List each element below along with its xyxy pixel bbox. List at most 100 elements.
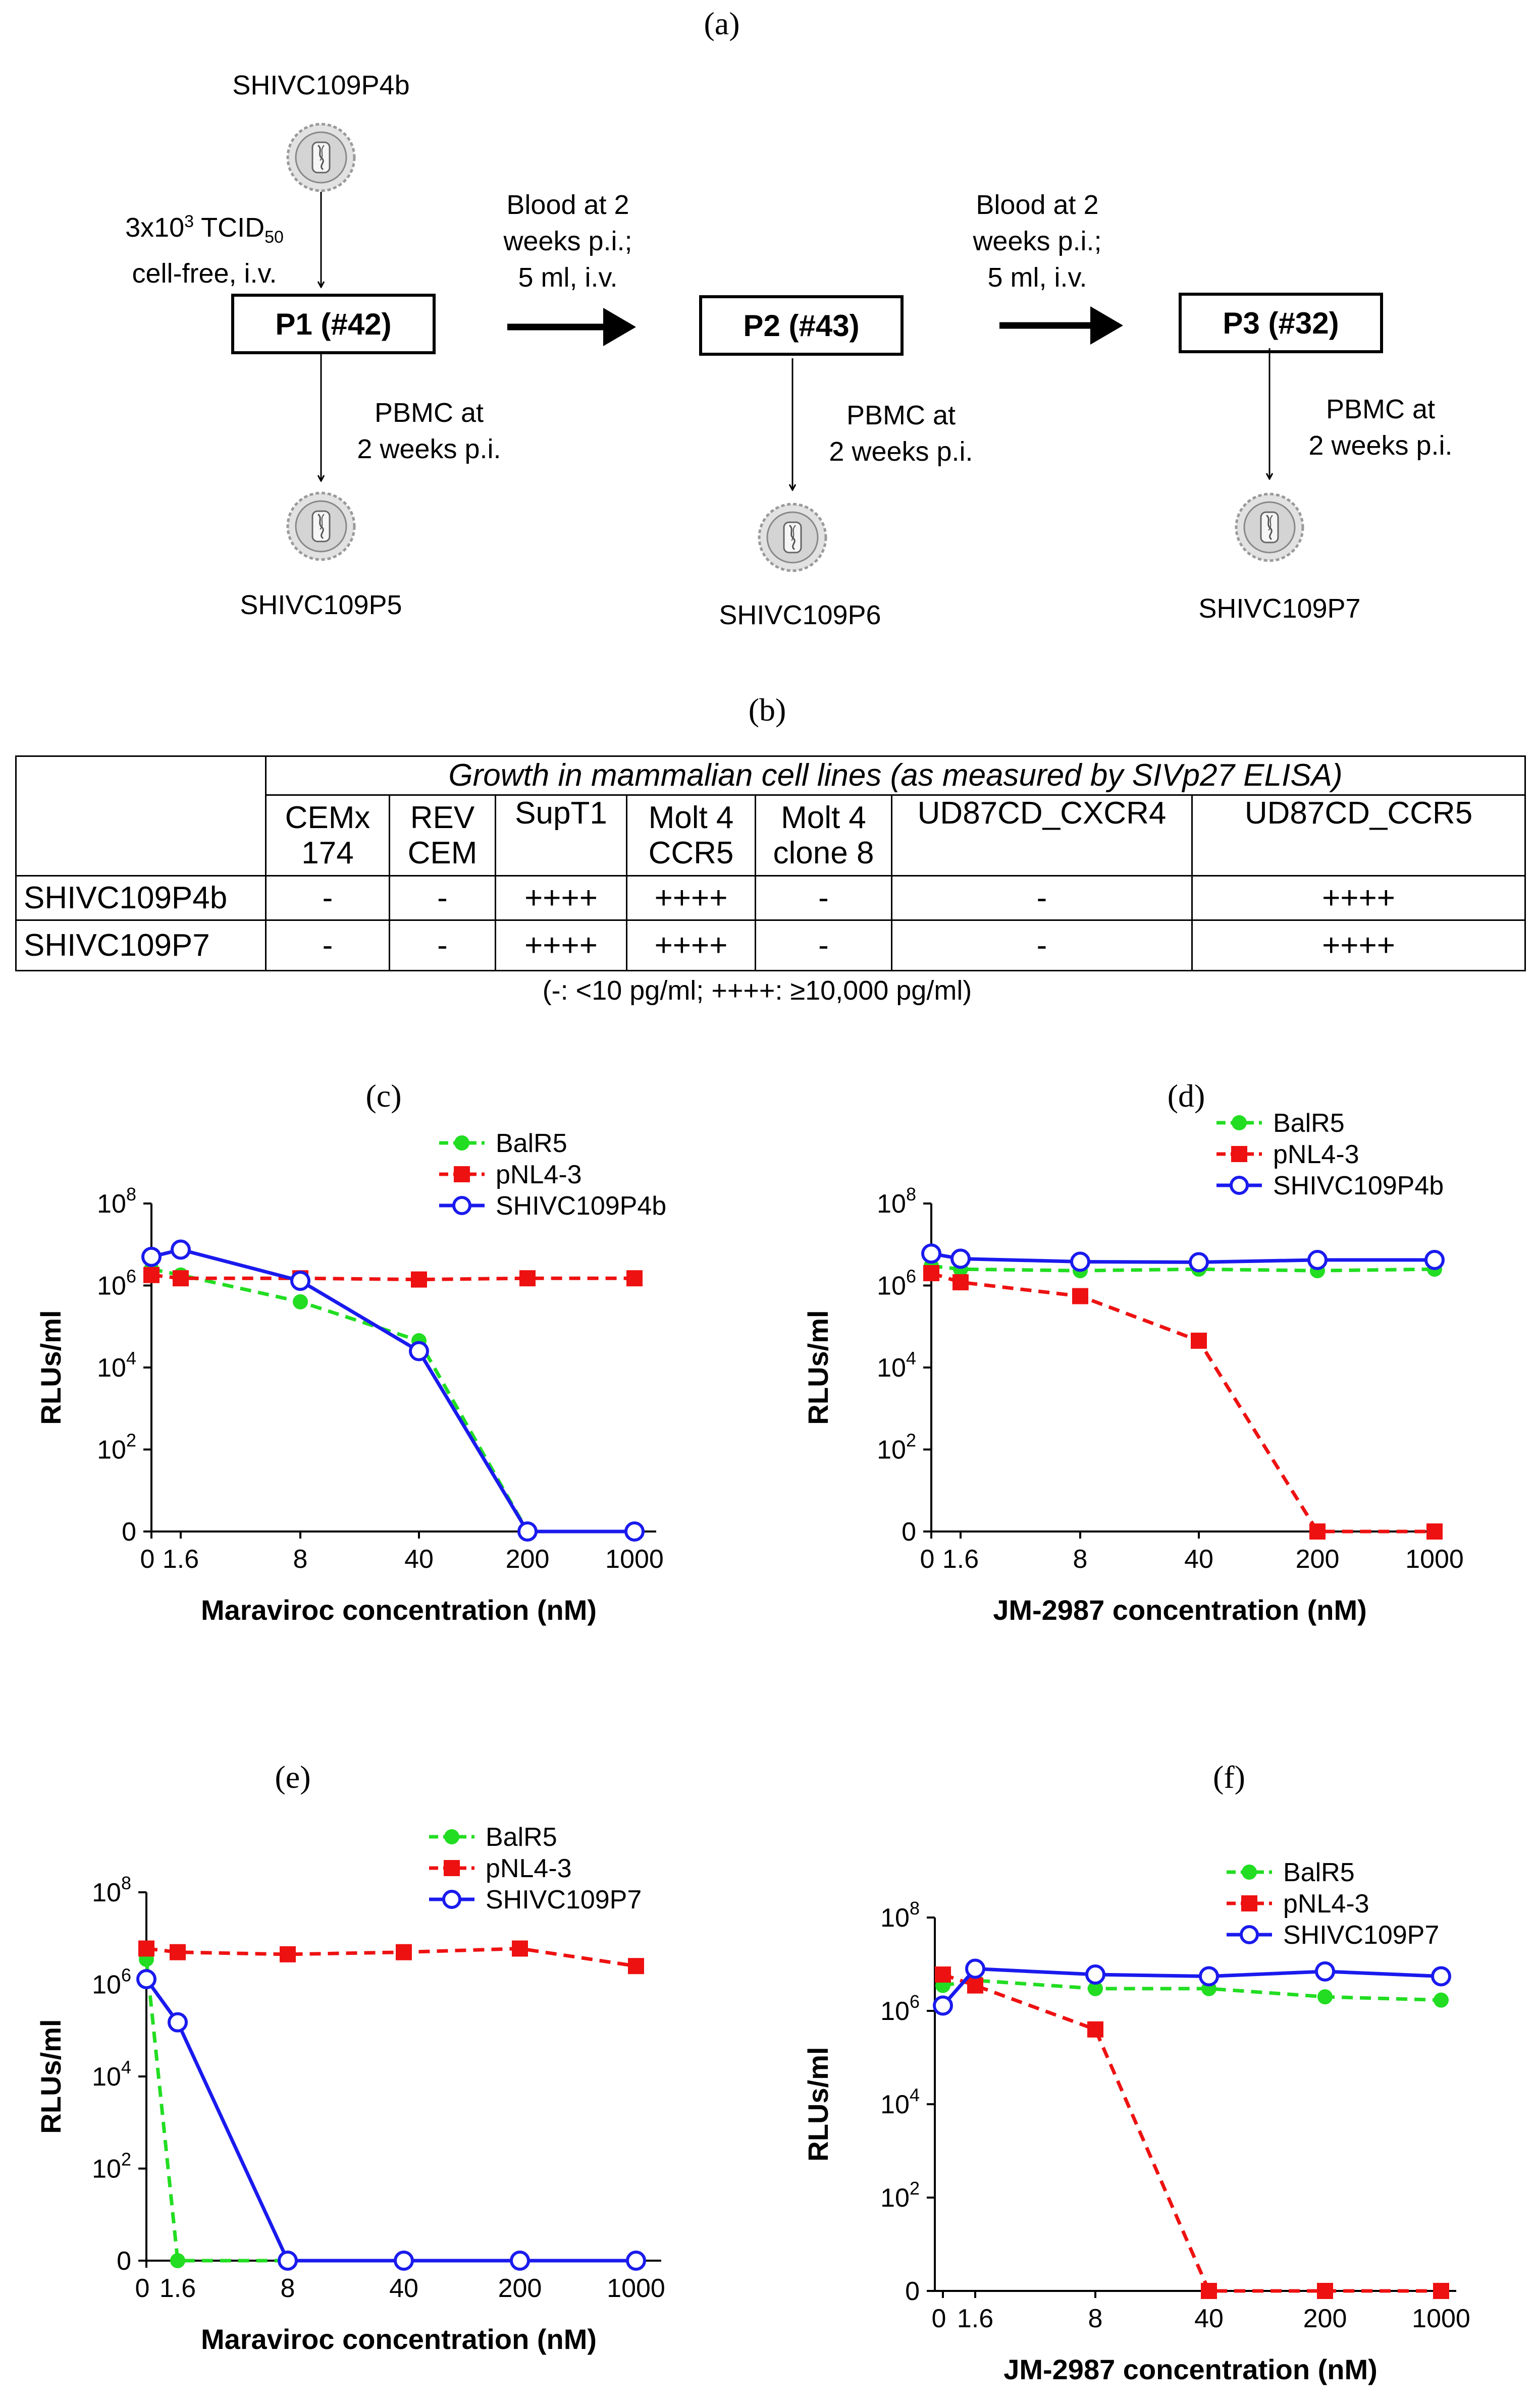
- y-tick-label: 0: [905, 2277, 920, 2306]
- x-tick-label: 8: [1073, 1545, 1088, 1574]
- legend-marker: [1231, 1146, 1247, 1162]
- data-point-SHIVC109P7: [1199, 1966, 1219, 1987]
- data-point-SHIVC109P4b: [409, 1341, 429, 1361]
- legend-label: SHIVC109P4b: [1273, 1171, 1444, 1200]
- table-header: Growth in mammalian cell lines (as measu…: [264, 755, 1526, 796]
- data-point-pNL4-3: [1426, 1523, 1443, 1540]
- data-point-SHIVC109P4b: [290, 1271, 310, 1291]
- pbmc-label-1: PBMC at 2 weeks p.i.: [357, 398, 501, 464]
- pbmc-label-3: PBMC at 2 weeks p.i.: [1308, 394, 1453, 461]
- data-point-BalR5: [1317, 1989, 1333, 2005]
- data-point-SHIVC109P7: [965, 1958, 985, 1979]
- data-point-SHIVC109P4b: [950, 1248, 971, 1269]
- legend-label: BalR5: [496, 1129, 567, 1158]
- data-point-pNL4-3: [1309, 1523, 1326, 1540]
- data-point-pNL4-3: [173, 1270, 189, 1287]
- panel-a-label: (a): [704, 6, 740, 41]
- x-tick-label: 200: [506, 1545, 550, 1574]
- x-axis-label: Maraviroc concentration (nM): [201, 1594, 597, 1626]
- legend-marker: [452, 1196, 471, 1215]
- data-point-pNL4-3: [396, 1944, 412, 1960]
- x-tick-label: 8: [1088, 2304, 1103, 2333]
- data-point-pNL4-3: [923, 1265, 939, 1282]
- growth-table: Growth in mammalian cell lines (as measu…: [15, 755, 1526, 971]
- column-header: UD87CD_CCR5: [1191, 794, 1526, 877]
- y-tick-label: 102: [880, 2178, 920, 2213]
- table-cell: ++++: [626, 919, 756, 971]
- table-cell: -: [755, 919, 892, 971]
- passage-box-p1: P1 (#42): [231, 294, 436, 354]
- table-cell: ++++: [495, 919, 627, 971]
- table-cell: ++++: [1191, 875, 1526, 921]
- pbmc-label-2: PBMC at 2 weeks p.i.: [829, 400, 973, 467]
- legend-label: SHIVC109P7: [1283, 1921, 1439, 1950]
- legend-marker: [454, 1135, 469, 1151]
- x-tick-label: 200: [498, 2274, 542, 2303]
- data-point-pNL4-3: [1191, 1332, 1207, 1349]
- table-cell: -: [265, 875, 390, 921]
- data-point-pNL4-3: [952, 1274, 969, 1291]
- series-line-SHIVC109P4b: [151, 1247, 634, 1534]
- row-name: SHIVC109P7: [15, 919, 267, 971]
- inoculum-line1: 3x103 TCID50: [125, 212, 284, 247]
- legend-label: BalR5: [1283, 1858, 1355, 1887]
- panel-a-diagram: [0, 0, 1535, 706]
- series-line-pNL4-3: [146, 1946, 637, 1968]
- y-tick-label: 0: [902, 1517, 916, 1547]
- y-axis-label: RLUs/ml: [802, 2047, 834, 2161]
- virion-icon: [759, 504, 826, 571]
- x-tick-label: 1.6: [160, 2274, 196, 2303]
- transfer-label-2: Blood at 2 weeks p.i.; 5 ml, i.v.: [973, 190, 1102, 293]
- legend-marker: [1241, 1895, 1257, 1911]
- data-point-pNL4-3: [1201, 2283, 1217, 2299]
- data-point-pNL4-3: [143, 1267, 160, 1283]
- data-point-SHIVC109P4b: [171, 1239, 191, 1260]
- x-tick-label: 1000: [1405, 1545, 1464, 1574]
- data-point-SHIVC109P7: [626, 2251, 646, 2271]
- data-point-pNL4-3: [411, 1271, 427, 1288]
- x-axis-label: Maraviroc concentration (nM): [201, 2323, 597, 2355]
- data-point-SHIVC109P4b: [141, 1246, 162, 1267]
- legend-marker: [454, 1166, 470, 1182]
- y-tick-label: 108: [92, 1873, 131, 1907]
- column-header: REV CEM: [389, 794, 496, 877]
- data-point-BalR5: [293, 1294, 308, 1309]
- data-point-SHIVC109P7: [1315, 1961, 1335, 1982]
- x-tick-label: 1.6: [957, 2304, 993, 2333]
- table-row: SHIVC109P4b - - ++++ ++++ - - ++++: [15, 875, 1526, 921]
- legend-marker: [444, 1829, 459, 1844]
- x-tick-label: 40: [389, 2274, 418, 2303]
- y-tick-label: 104: [97, 1348, 136, 1383]
- data-point-SHIVC109P4b: [1424, 1249, 1445, 1270]
- data-point-pNL4-3: [138, 1940, 154, 1957]
- legend-label: BalR5: [1273, 1110, 1345, 1138]
- x-axis-label: JM-2987 concentration (nM): [993, 1594, 1367, 1626]
- x-tick-label: 1000: [1412, 2304, 1470, 2333]
- series-line-BalR5: [931, 1264, 1435, 1273]
- transfer-label-1: Blood at 2 weeks p.i.; 5 ml, i.v.: [503, 190, 632, 293]
- legend-marker: [1240, 1925, 1259, 1944]
- virion-icon: [1236, 494, 1303, 561]
- chart-e: 0 102 104 106 108 0 1.6 8 40 200 1000 Maraviroc con…: [35, 1823, 665, 2355]
- data-point-SHIVC109P7: [510, 2251, 530, 2271]
- series-line-SHIVC109P7: [145, 1978, 636, 2263]
- table-cell: -: [389, 875, 496, 921]
- y-axis-label: RLUs/ml: [35, 1310, 67, 1425]
- y-tick-label: 108: [880, 1898, 920, 1933]
- panel-d-label: (d): [1167, 1078, 1205, 1114]
- chart-f: 0 102 104 106 108 0 1.6 8 40 200 1000 JM-2987 conce…: [802, 1858, 1470, 2385]
- x-tick-label: 1000: [605, 1545, 664, 1574]
- x-tick-label: 8: [281, 2274, 295, 2303]
- table-corner: [15, 755, 267, 877]
- passage-box-p2: P2 (#43): [699, 295, 904, 356]
- data-point-SHIVC109P4b: [624, 1521, 645, 1542]
- data-point-pNL4-3: [935, 1966, 951, 1983]
- virion-icon: [288, 493, 354, 560]
- data-point-BalR5: [170, 2253, 185, 2268]
- x-tick-label: 200: [1296, 1545, 1340, 1574]
- data-point-pNL4-3: [280, 1946, 296, 1962]
- x-tick-label: 0: [135, 2274, 150, 2303]
